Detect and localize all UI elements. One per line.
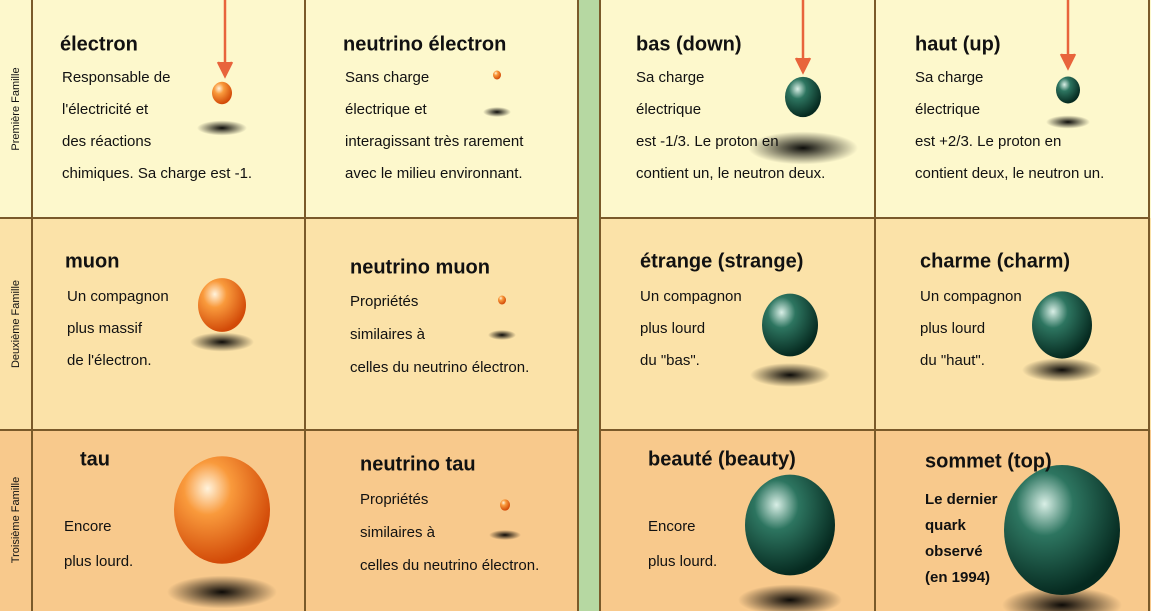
description-line: électrique et: [345, 101, 428, 118]
shadow: [1046, 115, 1090, 129]
description-line: l'électricité et: [62, 101, 149, 118]
description-line: observé: [925, 543, 983, 560]
description-line: électrique: [636, 101, 701, 118]
particle-name: beauté (beauty): [648, 448, 796, 470]
particle-name: bas (down): [636, 33, 742, 55]
description-line: des réactions: [62, 133, 151, 150]
description-line: plus lourd.: [64, 553, 133, 570]
row-bg: [0, 0, 578, 218]
particle-name: tau: [80, 448, 110, 470]
shadow: [738, 584, 842, 611]
description-line: est -1/3. Le proton en: [636, 133, 779, 150]
family-label: Troisième Famille: [10, 477, 22, 563]
family-label: Deuxième Famille: [10, 280, 22, 368]
particle-sphere: [745, 474, 835, 576]
particle-name: étrange (strange): [640, 250, 803, 272]
description-line: celles du neutrino électron.: [360, 557, 539, 574]
description-line: celles du neutrino électron.: [350, 359, 529, 376]
shadow: [167, 575, 277, 609]
description-line: Un compagnon: [920, 288, 1022, 305]
description-line: avec le milieu environnant.: [345, 165, 523, 182]
description-line: du "haut".: [920, 352, 985, 369]
shadow: [1002, 587, 1122, 611]
particle-name: neutrino muon: [350, 256, 490, 278]
family-label: Première Famille: [10, 67, 22, 150]
particle-sphere: [785, 76, 821, 118]
particle-sphere: [493, 70, 501, 80]
particle-name: neutrino tau: [360, 453, 476, 475]
shadow: [750, 363, 830, 387]
particle-sphere: [212, 81, 232, 105]
description-line: Un compagnon: [640, 288, 742, 305]
description-line: similaires à: [360, 524, 436, 541]
description-line: de l'électron.: [67, 352, 152, 369]
shadow: [197, 120, 247, 136]
arrows: [216, 0, 1077, 79]
description-line: plus lourd: [640, 320, 705, 337]
description-line: Un compagnon: [67, 288, 169, 305]
description-line: électrique: [915, 101, 980, 118]
texts: Première Famille Deuxième Famille Troisièm…: [10, 33, 1104, 586]
description-line: similaires à: [350, 326, 426, 343]
particle-sphere: [174, 456, 270, 564]
description-line: chimiques. Sa charge est -1.: [62, 165, 252, 182]
shadow: [748, 131, 858, 165]
shadow: [1022, 358, 1102, 382]
description-line: est +2/3. Le proton en: [915, 133, 1061, 150]
description-line: interagissant très rarement: [345, 133, 524, 150]
particle-name: haut (up): [915, 33, 1001, 55]
description-line: plus lourd.: [648, 553, 717, 570]
row-bg: [0, 430, 578, 611]
particle-sphere: [1032, 291, 1092, 359]
description-line: Le dernier: [925, 491, 998, 508]
description-line: quark: [925, 517, 967, 534]
shadow: [488, 330, 516, 340]
particle-name: charme (charm): [920, 250, 1070, 272]
particle-sphere: [1004, 465, 1120, 595]
particle-sphere: [500, 499, 510, 511]
description-line: plus massif: [67, 320, 143, 337]
description-line: Sa charge: [915, 69, 983, 86]
particle-sphere: [198, 278, 246, 332]
particle-sphere: [762, 293, 818, 357]
particle-sphere: [1056, 76, 1080, 104]
description-line: contient un, le neutron deux.: [636, 165, 825, 182]
shadow: [190, 332, 254, 352]
description-line: Propriétés: [360, 491, 428, 508]
description-line: du "bas".: [640, 352, 700, 369]
row-bg: [0, 218, 578, 430]
particle-sphere: [498, 295, 506, 305]
description-line: contient deux, le neutron un.: [915, 165, 1104, 182]
particle-name: électron: [60, 33, 138, 55]
particle-name: neutrino électron: [343, 33, 506, 55]
description-line: plus lourd: [920, 320, 985, 337]
description-line: Encore: [64, 518, 112, 535]
description-line: (en 1994): [925, 569, 990, 586]
description-line: Encore: [648, 518, 696, 535]
description-line: Sa charge: [636, 69, 704, 86]
shadow: [483, 107, 511, 117]
shadow: [489, 530, 521, 540]
particle-name: muon: [65, 250, 119, 272]
description-line: Propriétés: [350, 293, 418, 310]
description-line: Sans charge: [345, 69, 429, 86]
particle-name: sommet (top): [925, 450, 1052, 472]
spheres: [167, 70, 1122, 611]
description-line: Responsable de: [62, 69, 170, 86]
